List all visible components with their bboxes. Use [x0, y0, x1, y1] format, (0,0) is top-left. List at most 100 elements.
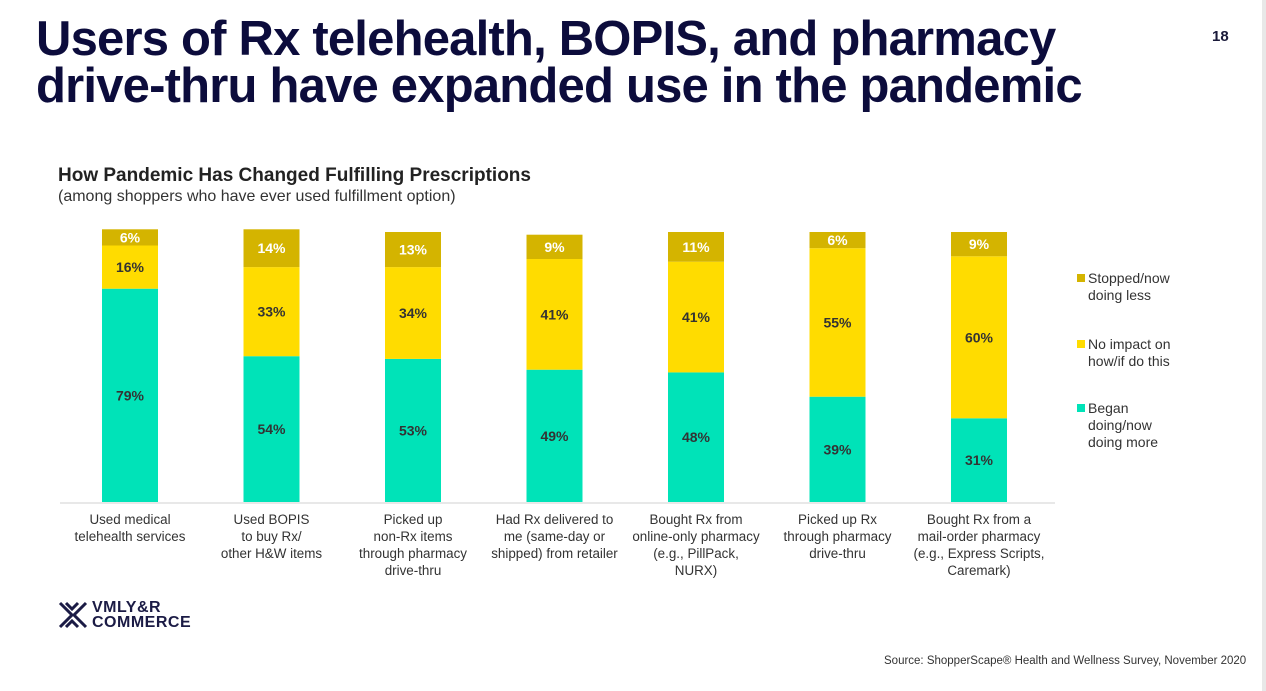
x-tick-label: Used medical telehealth services [50, 511, 210, 545]
bar-segment [243, 267, 300, 357]
logo-line-1: VMLY&R [92, 599, 162, 616]
x-tick-label: Used BOPIS to buy Rx/other H&W items [192, 511, 352, 562]
data-label: 9% [544, 239, 565, 255]
legend-item: Began doing/now doing more [1077, 400, 1198, 451]
bar-segment [243, 229, 300, 268]
legend-label: Began doing/now doing more [1088, 400, 1198, 451]
bar-segment [243, 356, 300, 502]
x-tick-label-line: to buy Rx/ [241, 529, 302, 544]
bar-segment [102, 229, 158, 246]
data-label: 54% [257, 421, 286, 437]
data-label: 39% [823, 441, 852, 457]
bar-segment [385, 232, 441, 268]
x-tick-label-line: (e.g., Express Scripts, [913, 546, 1045, 561]
x-tick-label-line: NURX) [674, 563, 718, 578]
x-tick-label-line: online-only pharmacy [632, 529, 760, 544]
x-tick-label-line: non-Rx items [373, 529, 453, 544]
x-tick-label: Had Rx delivered to me (same-day or shippe… [475, 511, 635, 562]
legend-label-line: Stopped/now [1088, 270, 1170, 286]
x-tick-label-line: drive-thru [384, 563, 442, 578]
data-label: 6% [120, 229, 141, 245]
data-label: 14% [257, 240, 286, 256]
bar-segment [951, 232, 1007, 257]
legend-label-line: doing/now [1088, 417, 1152, 433]
source-note: Source: ShopperScape® Health and Wellnes… [884, 655, 1247, 667]
bar-segment [526, 234, 583, 259]
bar-segment [809, 232, 866, 249]
data-label: 11% [682, 239, 710, 255]
x-tick-label: Bought Rx from online-only pharmacy (e.g.,… [616, 511, 776, 579]
legend-label-line: No impact on [1088, 336, 1171, 352]
title-line-2: drive-thru have expanded use in the pand… [36, 59, 1083, 113]
data-label: 6% [827, 232, 848, 248]
x-tick-label-line: through pharmacy [783, 529, 892, 544]
x-tick-label-line: telehealth services [74, 529, 186, 544]
x-tick-label: Picked up Rx through pharmacy drive-thru [758, 511, 918, 562]
legend-label-line: doing less [1088, 287, 1152, 303]
data-label: 41% [540, 306, 569, 322]
data-label: 79% [116, 387, 145, 403]
legend-label: Stopped/now doing less [1088, 270, 1198, 304]
bar-segment [668, 372, 724, 502]
bar-segment [385, 358, 441, 502]
data-label: 13% [399, 242, 428, 258]
bar-segment [385, 267, 441, 359]
x-tick-label-line: mail-order pharmacy [917, 529, 1041, 544]
data-label: 34% [399, 305, 428, 321]
title-line-1: Users of Rx telehealth, BOPIS, and pharm… [36, 12, 1056, 66]
bar-segment [668, 261, 724, 373]
bar-segment [809, 396, 866, 502]
data-label: 48% [682, 429, 711, 445]
legend-item: Stopped/now doing less [1077, 270, 1198, 304]
vmlyr-commerce-logo: VMLY&R COMMERCE [58, 599, 192, 631]
data-label: 53% [399, 422, 428, 438]
chart-subtitle: (among shoppers who have ever used fulfi… [58, 188, 456, 205]
x-tick-label-line: Picked up [383, 512, 443, 527]
bar-segment [951, 256, 1007, 419]
chart-title: How Pandemic Has Changed Fulfilling Pres… [58, 165, 531, 186]
logo-x-icon [58, 601, 88, 629]
x-tick-label-line: through pharmacy [359, 546, 467, 561]
x-tick-label-line: Bought Rx from [649, 512, 743, 527]
x-tick-label-line: (e.g., PillPack, [653, 546, 739, 561]
bar-segment [668, 232, 724, 262]
legend-label-line: doing more [1088, 434, 1159, 450]
bar-segment [102, 288, 158, 502]
slide-title: Users of Rx telehealth, BOPIS, and pharm… [36, 12, 1176, 113]
x-tick-label-line: drive-thru [809, 546, 866, 561]
legend-item: No impact on how/if do this [1077, 336, 1198, 370]
data-label: 60% [965, 329, 994, 345]
data-label: 41% [682, 309, 711, 325]
x-tick-label-line: shipped) from retailer [491, 546, 618, 561]
x-tick-label: Bought Rx from a mail-order pharmacy (e.g.… [899, 511, 1059, 579]
bar-segment [526, 369, 583, 502]
slide-number: 18 [1212, 28, 1229, 45]
bar-segment [102, 245, 158, 289]
slide-edge [1262, 0, 1266, 691]
x-tick-label-line: Bought Rx from a [926, 512, 1032, 527]
x-tick-label-line: me (same-day or [503, 529, 606, 544]
x-tick-label-line: Had Rx delivered to [495, 512, 614, 527]
legend-label-line: Began [1088, 400, 1129, 416]
x-tick-label-line: other H&W items [220, 546, 323, 561]
legend-label-line: how/if do this [1088, 353, 1170, 369]
data-label: 55% [823, 314, 852, 330]
logo-line-2: COMMERCE [92, 614, 192, 631]
x-tick-label-line: Picked up Rx [798, 512, 877, 527]
x-tick-label-line: Caremark) [947, 563, 1011, 578]
legend-swatch-icon [1077, 274, 1085, 282]
data-label: 16% [116, 259, 145, 275]
data-label: 9% [969, 236, 990, 252]
bar-segment [809, 248, 866, 397]
x-tick-label: Picked up non-Rx items through pharmacy dri… [333, 511, 493, 579]
legend-swatch-icon [1077, 340, 1085, 348]
data-label: 33% [257, 304, 286, 320]
legend-swatch-icon [1077, 404, 1085, 412]
bar-segment [951, 418, 1007, 502]
x-tick-label-line: Used medical [89, 512, 171, 527]
x-tick-label-line: Used BOPIS [233, 512, 310, 527]
data-label: 49% [540, 428, 569, 444]
bar-segment [526, 259, 583, 370]
legend-label: No impact on how/if do this [1088, 336, 1198, 370]
